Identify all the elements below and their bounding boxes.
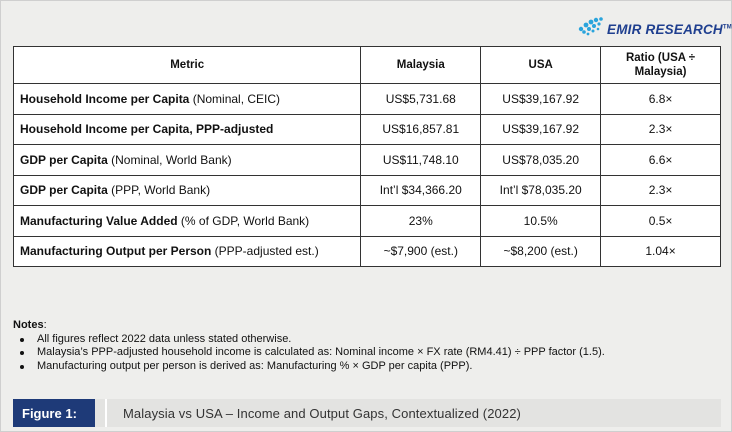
ratio-value: 1.04× bbox=[600, 235, 721, 267]
table-row: Manufacturing Value Added (% of GDP, Wor… bbox=[12, 205, 721, 237]
ratio-value: 2.3× bbox=[600, 113, 721, 145]
metric-cell: Household Income per Capita (Nominal, CE… bbox=[12, 83, 362, 115]
figure-title: Malaysia vs USA – Income and Output Gaps… bbox=[123, 405, 521, 421]
malaysia-value: 23% bbox=[360, 205, 482, 237]
comparison-table: Metric Malaysia USA Ratio (USA ÷ Malaysi… bbox=[12, 46, 721, 267]
table-row: GDP per Capita (PPP, World Bank) Int’l $… bbox=[12, 174, 721, 206]
usa-value: Int’l $78,035.20 bbox=[480, 174, 602, 206]
table-row: GDP per Capita (Nominal, World Bank) US$… bbox=[12, 144, 721, 176]
ratio-value: 6.8× bbox=[600, 83, 721, 115]
metric-cell: Household Income per Capita, PPP-adjuste… bbox=[12, 113, 362, 145]
malaysia-value: US$11,748.10 bbox=[360, 144, 482, 176]
metric-qualifier: (Nominal, CEIC) bbox=[189, 91, 281, 106]
usa-value: ~$8,200 (est.) bbox=[480, 235, 602, 267]
notes-title: Notes bbox=[13, 319, 44, 331]
metric-qualifier: (PPP, World Bank) bbox=[107, 183, 211, 198]
metric-name: GDP per Capita bbox=[20, 183, 108, 198]
usa-value: US$39,167.92 bbox=[480, 113, 602, 145]
malaysia-value: ~$7,900 (est.) bbox=[360, 235, 482, 267]
figure-caption: Figure 1: Malaysia vs USA – Income and O… bbox=[13, 399, 721, 427]
metric-name: Household Income per Capita bbox=[20, 91, 190, 106]
caption-divider bbox=[105, 399, 107, 427]
metric-qualifier: (Nominal, World Bank) bbox=[107, 152, 232, 167]
ratio-value: 0.5× bbox=[600, 205, 721, 237]
usa-value: US$39,167.92 bbox=[480, 83, 602, 115]
ratio-value: 2.3× bbox=[600, 174, 721, 206]
malaysia-value: US$16,857.81 bbox=[360, 113, 482, 145]
usa-value: 10.5% bbox=[480, 205, 602, 237]
metric-cell: GDP per Capita (PPP, World Bank) bbox=[12, 174, 362, 206]
notes-title-colon: : bbox=[43, 319, 47, 331]
metric-name: Manufacturing Output per Person bbox=[20, 244, 212, 259]
notes-section: Notes: All figures reflect 2022 data unl… bbox=[13, 319, 721, 373]
table-row: Manufacturing Output per Person (PPP-adj… bbox=[12, 235, 721, 267]
metric-cell: Manufacturing Output per Person (PPP-adj… bbox=[12, 235, 362, 267]
table-row: Household Income per Capita (Nominal, CE… bbox=[12, 83, 721, 115]
usa-value: US$78,035.20 bbox=[480, 144, 602, 176]
table-row: Household Income per Capita, PPP-adjuste… bbox=[12, 113, 721, 145]
notes-list: All figures reflect 2022 data unless sta… bbox=[13, 333, 721, 374]
figure-label: Figure 1: bbox=[13, 399, 95, 427]
metric-name: Manufacturing Value Added bbox=[20, 213, 178, 228]
metric-name: GDP per Capita bbox=[20, 152, 108, 167]
ratio-value: 6.6× bbox=[600, 144, 721, 176]
malaysia-value: US$5,731.68 bbox=[360, 83, 482, 115]
metric-qualifier: (% of GDP, World Bank) bbox=[177, 213, 310, 228]
metric-cell: GDP per Capita (Nominal, World Bank) bbox=[12, 144, 362, 176]
metric-name: Household Income per Capita, PPP-adjuste… bbox=[20, 122, 274, 137]
header-malaysia: Malaysia bbox=[360, 46, 482, 84]
header-ratio: Ratio (USA ÷ Malaysia) bbox=[600, 46, 721, 84]
note-item: Malaysia’s PPP-adjusted household income… bbox=[13, 346, 721, 360]
header-metric: Metric bbox=[12, 46, 362, 84]
note-item: All figures reflect 2022 data unless sta… bbox=[13, 333, 721, 347]
emir-logo-dots-icon bbox=[578, 17, 603, 36]
metric-qualifier: (PPP-adjusted est.) bbox=[211, 244, 319, 259]
logo-wordmark: EMIR RESEARCHTM bbox=[607, 21, 732, 37]
emir-research-logo: EMIR RESEARCHTM bbox=[575, 9, 732, 43]
note-item: Manufacturing output per person is deriv… bbox=[13, 360, 721, 374]
notes-heading: Notes: bbox=[13, 319, 721, 333]
header-usa: USA bbox=[480, 46, 602, 84]
metric-cell: Manufacturing Value Added (% of GDP, Wor… bbox=[12, 205, 362, 237]
malaysia-value: Int’l $34,366.20 bbox=[360, 174, 482, 206]
table-header-row: Metric Malaysia USA Ratio (USA ÷ Malaysi… bbox=[12, 46, 721, 84]
